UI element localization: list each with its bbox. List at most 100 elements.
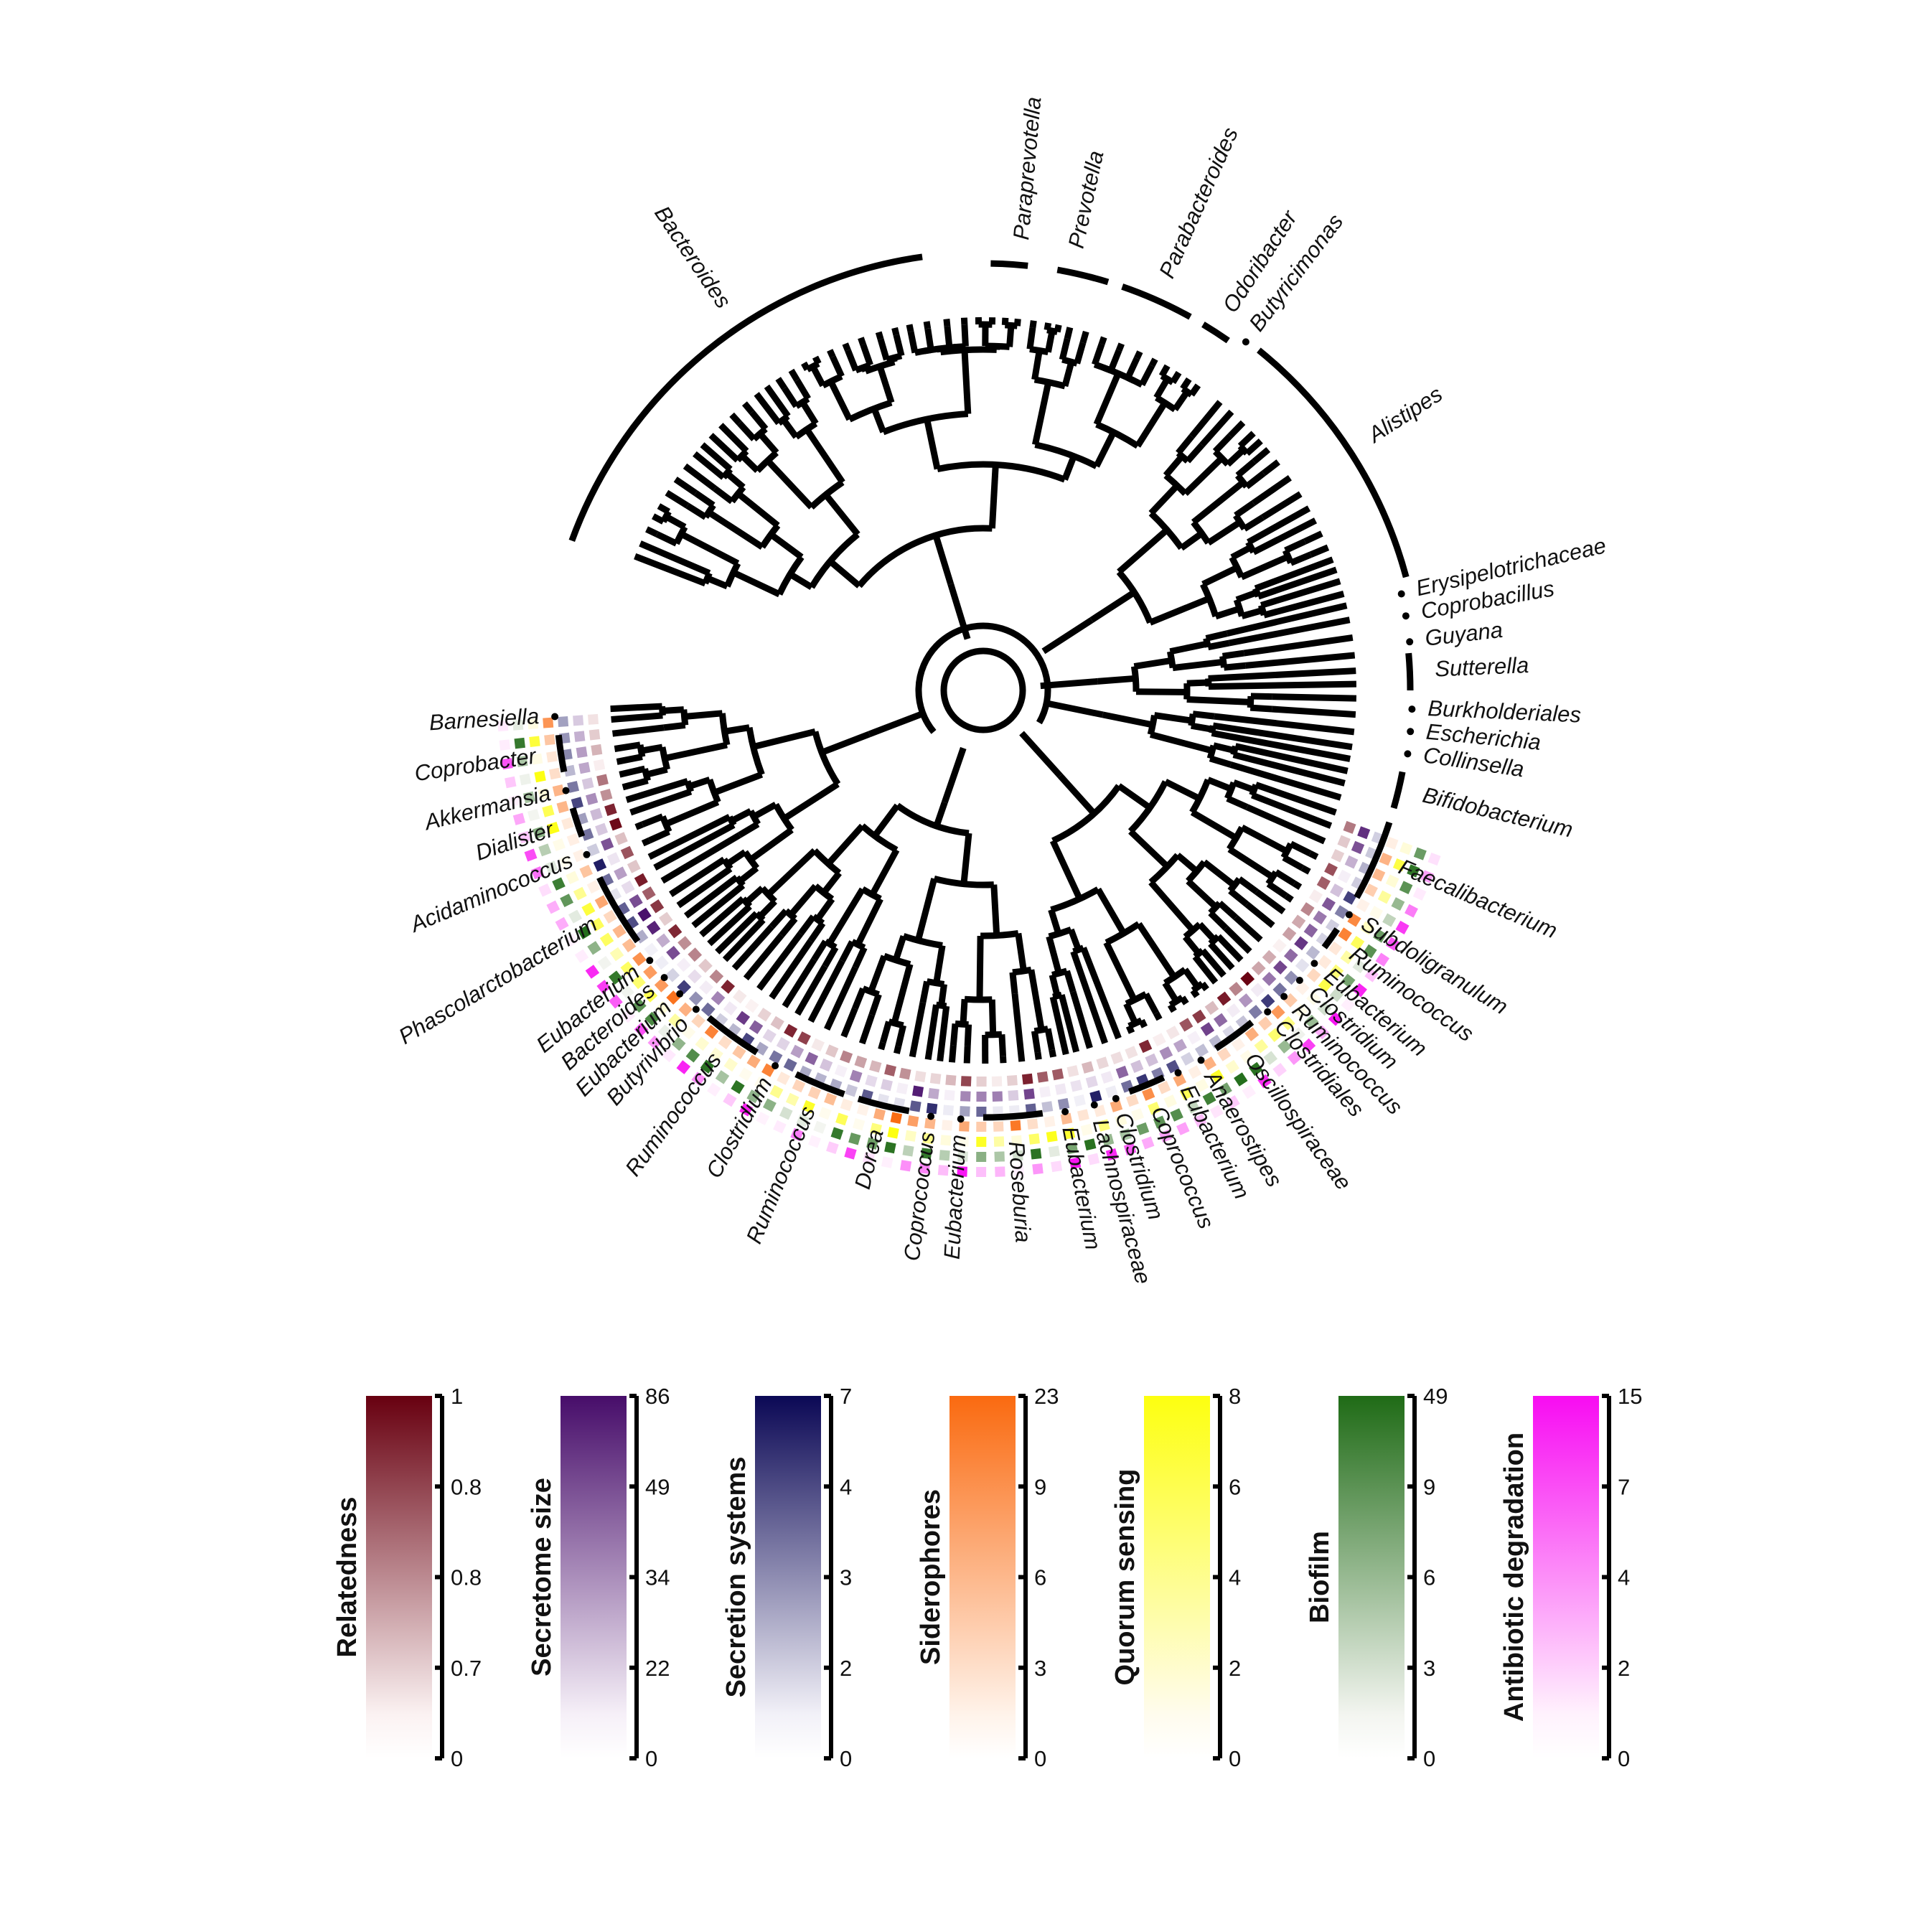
tree-leaf-branch: [1011, 993, 1026, 1062]
heatmap-cell: [578, 761, 591, 774]
tree-branch: [1190, 809, 1238, 841]
heatmap-cell: [644, 1011, 660, 1026]
tree-branch: [868, 993, 882, 1016]
heatmap-cell: [1125, 1094, 1139, 1107]
heatmap-cell: [1262, 949, 1277, 965]
tree-branch: [827, 558, 862, 588]
tree-branch: [725, 849, 747, 867]
heatmap-cell: [709, 969, 724, 984]
heatmap-cell: [655, 955, 669, 970]
heatmap-cell: [844, 1147, 857, 1160]
tree-leaf-branch: [775, 377, 787, 390]
genus-bracket: [706, 1015, 759, 1056]
heatmap-cell: [665, 967, 680, 983]
heatmap-cell: [866, 1137, 878, 1150]
tree-branch: [1186, 878, 1219, 910]
heatmap-cell: [1379, 852, 1392, 866]
heatmap-cell: [524, 848, 538, 862]
heatmap-cell: [574, 949, 589, 964]
heatmap-cell: [1282, 927, 1297, 942]
heatmap-cell: [1226, 1094, 1240, 1110]
heatmap-cell: [960, 1076, 972, 1087]
legend-tick-label: 23: [1034, 1384, 1059, 1409]
heatmap-cell: [632, 998, 647, 1013]
tree-leaf-branch: [1245, 804, 1326, 845]
heatmap-cell: [813, 1120, 827, 1134]
tree-branch: [799, 400, 819, 426]
tree-branch: [662, 706, 685, 714]
heatmap-cell: [976, 1151, 987, 1163]
tree-branch: [807, 921, 826, 943]
heatmap-cell: [1153, 1115, 1167, 1129]
tree-branch: [1046, 935, 1062, 975]
tree-branch: [738, 821, 760, 838]
heatmap-cell: [646, 920, 661, 935]
legend-tick-label: 7: [840, 1384, 852, 1409]
heatmap-cell: [744, 998, 759, 1013]
heatmap-cell: [957, 1166, 967, 1177]
heatmap-cell: [1364, 968, 1379, 983]
heatmap-cell: [556, 800, 569, 814]
legend-tick-label: 0: [1423, 1746, 1435, 1771]
heatmap-cell: [600, 788, 613, 802]
heatmap-cell: [1239, 1049, 1255, 1064]
tree-branch: [684, 710, 723, 720]
tree-branch: [961, 324, 969, 347]
tree-branch: [1201, 564, 1239, 588]
tree-leaf-branch: [1261, 459, 1280, 477]
tree-leaf-branch: [629, 788, 693, 816]
heatmap-cell: [790, 1127, 804, 1141]
heatmap-cell: [685, 1048, 700, 1063]
heatmap-cell: [516, 755, 528, 767]
genus-label: Bacteroides: [650, 201, 736, 312]
heatmap-cell: [1231, 1037, 1245, 1052]
heatmap-cell: [531, 753, 543, 765]
heatmap-cell: [769, 1084, 784, 1099]
heatmap-cell: [1294, 936, 1308, 951]
heatmap-cell: [1041, 1101, 1054, 1113]
tree-branch: [780, 417, 799, 439]
heatmap-cell: [1324, 863, 1338, 876]
heatmap-cell: [1304, 1014, 1319, 1029]
heatmap-cell: [852, 1117, 866, 1131]
tree-branch: [1217, 900, 1238, 920]
heatmap-cell: [756, 1112, 770, 1125]
heatmap-cell: [845, 1084, 858, 1097]
heatmap-cell: [657, 1024, 672, 1039]
genus-label: Coprobacter: [413, 743, 539, 786]
tree-branch: [942, 746, 967, 804]
legend-tick-label: 2: [840, 1656, 852, 1681]
heatmap-cell: [818, 1107, 832, 1120]
tree-leaf-branch: [1252, 446, 1271, 464]
heatmap-cell: [588, 713, 599, 725]
tree-leaf-branch: [1049, 1049, 1057, 1058]
legend-tick-label: 9: [1034, 1474, 1046, 1499]
tree-branch: [664, 513, 687, 530]
tree-leaf-branch: [1208, 667, 1356, 682]
heatmap-cell: [1012, 1150, 1023, 1161]
genus-bracket: [1121, 283, 1192, 320]
heatmap-cell: [1356, 898, 1370, 912]
tree-leaf-branch: [1199, 981, 1209, 992]
tree-branch: [739, 453, 760, 474]
legend-tick-label: 6: [1423, 1565, 1435, 1590]
heatmap-cell: [593, 759, 606, 772]
heatmap-cell: [1351, 840, 1365, 855]
tree-branch: [1240, 553, 1290, 581]
heatmap-cell: [514, 737, 525, 749]
heatmap-cell: [1077, 1109, 1089, 1122]
heatmap-cell: [1173, 1038, 1187, 1053]
tree-branch: [1282, 854, 1304, 871]
heatmap-cell: [1054, 1083, 1067, 1095]
tree-leaf-branch: [1212, 722, 1353, 751]
tree-branch: [869, 848, 900, 896]
heatmap-cell: [807, 1135, 822, 1148]
tree-branch: [1031, 1031, 1041, 1053]
tree-leaf-branch: [794, 964, 828, 1016]
heatmap-cell: [654, 977, 669, 993]
tree-branch: [815, 897, 835, 922]
heatmap-cell: [1115, 1065, 1129, 1079]
tree-branch: [731, 569, 781, 598]
tree-branch: [782, 781, 840, 822]
heatmap-cell: [731, 1080, 745, 1094]
